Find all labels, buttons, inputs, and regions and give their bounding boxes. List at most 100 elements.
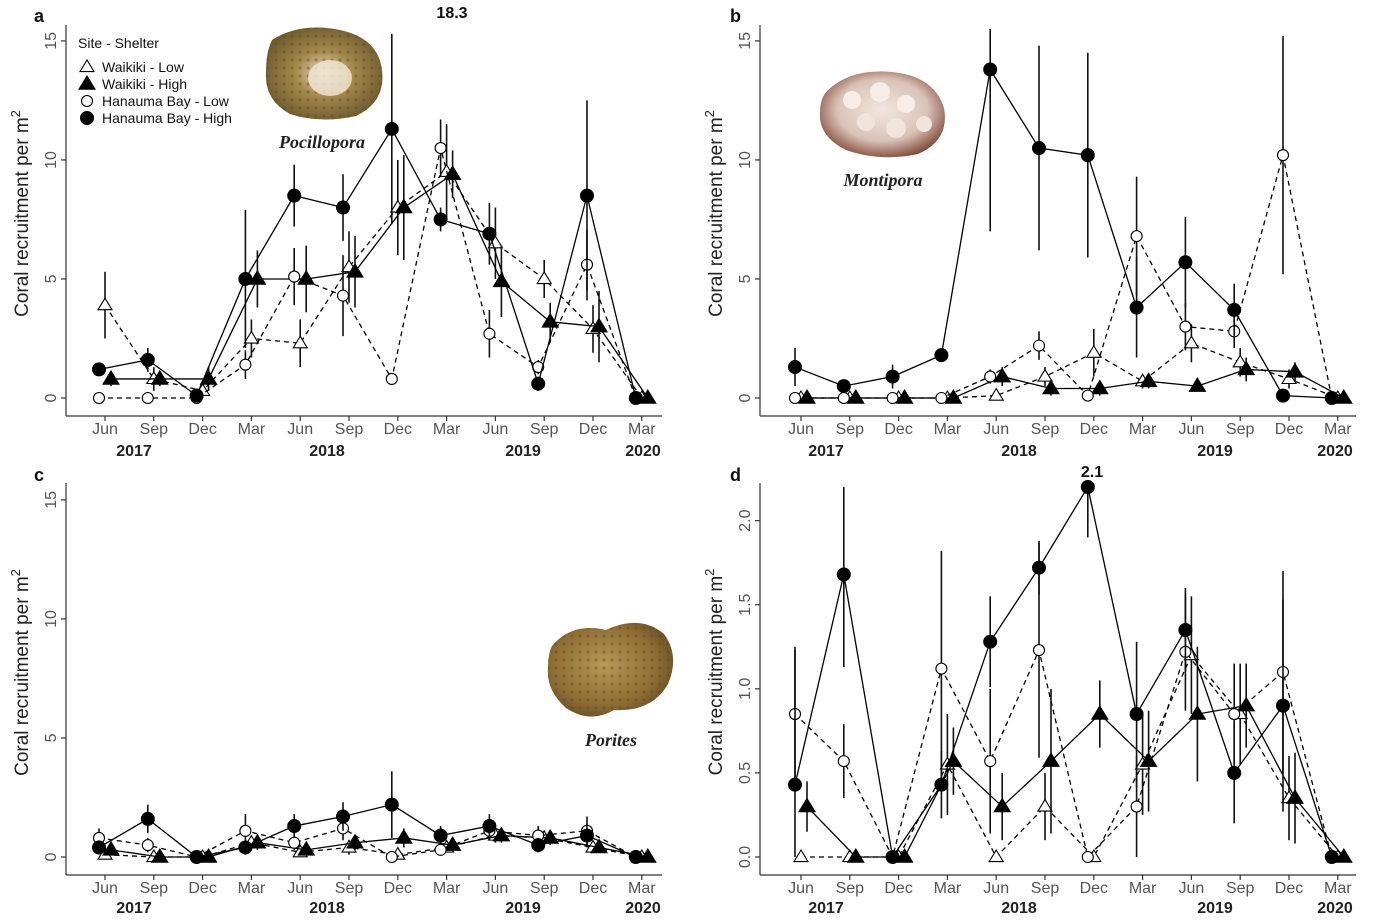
legend-marker bbox=[80, 60, 94, 72]
data-point bbox=[1033, 561, 1046, 574]
data-point bbox=[1033, 142, 1046, 155]
y-tick-label: 5 bbox=[737, 274, 754, 283]
data-point bbox=[483, 227, 496, 240]
data-point bbox=[1228, 303, 1241, 316]
data-point bbox=[435, 844, 446, 855]
data-point bbox=[1180, 321, 1191, 332]
x-tick-label: Sep bbox=[335, 421, 364, 438]
x-tick-label: Jun bbox=[788, 880, 814, 897]
data-point bbox=[935, 778, 948, 791]
x-tick-label: Dec bbox=[1275, 421, 1303, 438]
x-tick-label: Mar bbox=[628, 421, 656, 438]
legend-item: Waikiki - High bbox=[79, 76, 187, 92]
legend-label: Hanauma Bay - High bbox=[102, 110, 232, 126]
y-tick-label: 10 bbox=[43, 151, 60, 169]
x-tick-label: Dec bbox=[884, 421, 912, 438]
x-tick-label: Jun bbox=[983, 880, 1009, 897]
data-point bbox=[532, 377, 545, 390]
legend-item: Hanauma Bay - High bbox=[81, 110, 232, 126]
data-point bbox=[1130, 708, 1143, 721]
data-point bbox=[244, 331, 258, 343]
y-tick-label: 0 bbox=[737, 393, 754, 402]
series-line bbox=[795, 155, 1332, 398]
data-point bbox=[190, 389, 203, 402]
legend-item: Hanauma Bay - Low bbox=[82, 93, 230, 109]
year-label: 2020 bbox=[1317, 900, 1353, 917]
x-tick-label: Sep bbox=[1226, 421, 1255, 438]
legend-label: Hanauma Bay - Low bbox=[102, 93, 230, 109]
data-point bbox=[337, 810, 350, 823]
year-label: 2018 bbox=[309, 900, 345, 917]
data-point bbox=[886, 370, 899, 383]
series-line bbox=[99, 129, 636, 398]
data-point bbox=[483, 820, 496, 833]
data-point bbox=[935, 349, 948, 362]
x-tick-label: Sep bbox=[530, 421, 559, 438]
panel-label: a bbox=[34, 6, 45, 26]
x-tick-label: Jun bbox=[92, 421, 118, 438]
data-point bbox=[190, 851, 203, 864]
series-hanauma-bay-low bbox=[790, 543, 1338, 863]
x-tick-label: Dec bbox=[1080, 880, 1108, 897]
x-tick-label: Jun bbox=[483, 421, 509, 438]
year-label: 2020 bbox=[625, 443, 661, 460]
data-point bbox=[435, 143, 446, 154]
data-point bbox=[1082, 390, 1093, 401]
data-point bbox=[1277, 389, 1290, 402]
y-tick-label: 0.0 bbox=[737, 846, 754, 868]
data-point bbox=[1325, 851, 1338, 864]
data-point bbox=[936, 393, 947, 404]
genus-label: Pocillopora bbox=[278, 132, 365, 152]
year-label: 2018 bbox=[309, 443, 345, 460]
year-label: 2017 bbox=[808, 900, 844, 917]
x-tick-label: Jun bbox=[287, 421, 313, 438]
data-point bbox=[1278, 150, 1289, 161]
x-tick-label: Mar bbox=[238, 880, 266, 897]
data-point bbox=[985, 371, 996, 382]
series-line bbox=[795, 650, 1332, 857]
x-tick-label: Jun bbox=[788, 421, 814, 438]
x-tick-label: Sep bbox=[1031, 421, 1060, 438]
data-point bbox=[434, 213, 447, 226]
data-point bbox=[385, 798, 398, 811]
data-point bbox=[434, 829, 447, 842]
montipora-coral-image bbox=[820, 71, 945, 157]
y-tick-label: 15 bbox=[43, 32, 60, 50]
data-point bbox=[288, 189, 301, 202]
series-hanauma-bay-high bbox=[789, 481, 1339, 864]
x-tick-label: Jun bbox=[983, 421, 1009, 438]
y-tick-label: 15 bbox=[43, 491, 60, 509]
series-hanauma-bay-low bbox=[94, 814, 642, 862]
series-waikiki-low bbox=[98, 124, 649, 402]
porites-coral-image bbox=[548, 623, 673, 717]
data-point bbox=[1325, 392, 1338, 405]
data-point bbox=[837, 568, 850, 581]
data-point bbox=[98, 298, 112, 310]
data-point bbox=[1038, 800, 1052, 812]
data-point bbox=[103, 371, 119, 384]
x-tick-label: Dec bbox=[884, 880, 912, 897]
y-tick-label: 5 bbox=[43, 274, 60, 283]
y-tick-label: 10 bbox=[43, 610, 60, 628]
x-tick-label: Jun bbox=[92, 880, 118, 897]
x-tick-label: Sep bbox=[1226, 880, 1255, 897]
data-point bbox=[1081, 481, 1094, 494]
data-point bbox=[794, 850, 808, 862]
year-label: 2017 bbox=[808, 443, 844, 460]
x-tick-label: Mar bbox=[1129, 421, 1157, 438]
data-point bbox=[1179, 623, 1192, 636]
x-tick-label: Mar bbox=[1324, 880, 1352, 897]
series-waikiki-low bbox=[794, 324, 1345, 402]
data-point bbox=[93, 363, 106, 376]
data-point bbox=[289, 271, 300, 282]
series-waikiki-low bbox=[794, 596, 1345, 861]
legend-label: Waikiki - High bbox=[102, 76, 187, 92]
data-point bbox=[1229, 709, 1240, 720]
genus-label: Montipora bbox=[842, 170, 922, 190]
series-line bbox=[801, 655, 1338, 857]
data-point bbox=[838, 393, 849, 404]
data-point bbox=[288, 820, 301, 833]
data-point bbox=[532, 839, 545, 852]
data-point bbox=[837, 380, 850, 393]
